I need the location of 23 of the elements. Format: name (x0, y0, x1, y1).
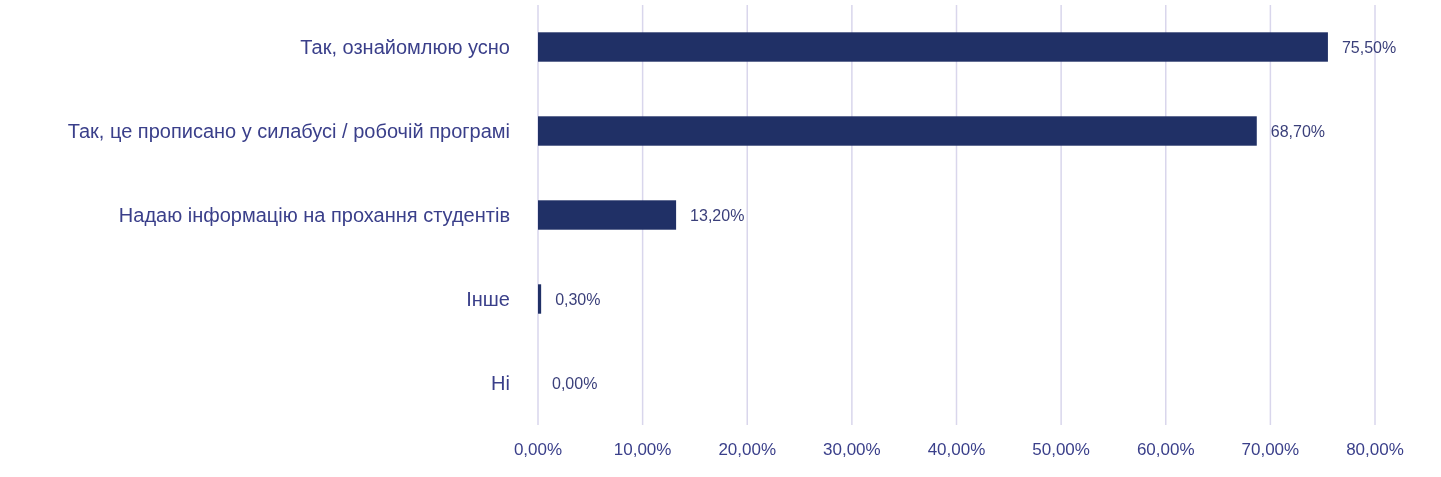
y-tick-label: Надаю інформацію на прохання студентів (118, 204, 510, 226)
y-tick-label: Ні (491, 372, 510, 394)
x-tick-label: 50,00% (1032, 440, 1090, 459)
x-tick-label: 10,00% (613, 440, 672, 459)
y-tick-label: Так, ознайомлюю усно (300, 36, 510, 58)
bar (538, 200, 677, 230)
data-label: 13,20% (690, 206, 745, 224)
bar (538, 284, 542, 314)
x-tick-label: 80,00% (1346, 440, 1404, 459)
x-tick-label: 0,00% (513, 440, 563, 459)
bar (538, 32, 1328, 62)
x-tick-label: 70,00% (1241, 440, 1300, 459)
x-tick-label: 40,00% (927, 440, 986, 459)
data-label: 75,50% (1341, 38, 1397, 56)
y-tick-label: Інше (466, 288, 510, 310)
data-label: 0,00% (552, 374, 598, 392)
x-tick-label: 20,00% (718, 440, 777, 459)
data-label: 68,70% (1270, 122, 1326, 140)
x-tick-label: 30,00% (823, 440, 881, 459)
x-tick-label: 60,00% (1136, 440, 1195, 459)
bar (538, 116, 1257, 146)
data-label: 0,30% (555, 290, 601, 308)
y-tick-label: Так, це прописано у силабусі / робочій програмі (67, 120, 510, 142)
